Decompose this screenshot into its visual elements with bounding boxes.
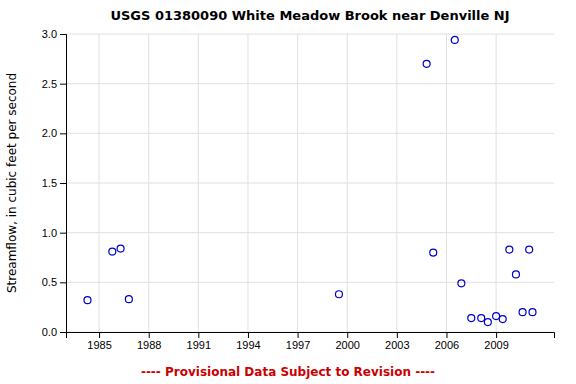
point (423, 60, 430, 67)
y-tick: 3.0 (42, 28, 66, 40)
x-tick: 1985 (87, 332, 111, 351)
y-tick-label: 3.0 (42, 28, 57, 40)
point (335, 291, 342, 298)
point (512, 271, 519, 278)
point (526, 246, 533, 253)
footnote: ---- Provisional Data Subject to Revisio… (141, 365, 435, 379)
y-tick: 1.0 (42, 227, 66, 239)
point (478, 315, 485, 322)
x-tick-mark (347, 332, 348, 338)
x-tick-label: 2000 (335, 339, 359, 351)
grid (66, 34, 554, 332)
point (109, 248, 116, 255)
point (493, 313, 500, 320)
x-axis: 1985 1988 1991 1994 1997 2000 2003 2006 2009 (67, 332, 555, 351)
y-tick-mark (60, 34, 66, 35)
point (451, 36, 458, 43)
x-tick-label: 1988 (137, 339, 161, 351)
y-axis-line (60, 35, 67, 333)
grid-line-y (66, 34, 554, 35)
x-tick-label: 1997 (286, 339, 310, 351)
y-tick: 0.5 (42, 276, 66, 288)
x-tick: 2006 (435, 332, 459, 351)
y-tick-mark (60, 84, 66, 85)
chart: 1985198819911994199720002003200620090.00… (0, 0, 576, 384)
x-tick-mark (248, 332, 249, 338)
x-tick-mark (198, 332, 199, 338)
grid-line-y (66, 183, 554, 184)
points (84, 36, 536, 325)
y-tick-label: 1.5 (42, 177, 57, 189)
y-tick: 2.5 (42, 78, 66, 90)
point (84, 297, 91, 304)
x-tick: 1997 (286, 332, 310, 351)
grid-line-y (66, 83, 554, 84)
x-tick-label: 1985 (87, 339, 111, 351)
y-tick-mark (60, 233, 66, 234)
y-tick: 1.5 (42, 177, 66, 189)
x-tick: 2003 (385, 332, 409, 351)
point (125, 296, 132, 303)
grid-line-y (66, 232, 554, 233)
x-tick: 1991 (187, 332, 211, 351)
x-tick-mark (298, 332, 299, 338)
grid-line-y (66, 133, 554, 134)
y-tick-mark (60, 133, 66, 134)
point (484, 319, 491, 326)
x-tick-label: 2009 (484, 339, 508, 351)
y-tick-label: 2.5 (42, 78, 57, 90)
point (117, 245, 124, 252)
y-tick-mark (60, 282, 66, 283)
y-tick: 2.0 (42, 127, 66, 139)
y-axis-title: Streamflow, in cubic feet per second (5, 73, 19, 293)
x-tick: 1994 (236, 332, 260, 351)
title: USGS 01380090 White Meadow Brook near De… (110, 8, 509, 23)
x-tick-mark (99, 332, 100, 338)
x-tick: 2000 (335, 332, 359, 351)
x-tick-label: 2003 (385, 339, 409, 351)
y-axis: 0.0 0.5 1.0 1.5 2.0 2.5 3.0 (42, 28, 67, 338)
x-tick-label: 1991 (187, 339, 211, 351)
x-tick-mark (397, 332, 398, 338)
y-tick-label: 0.5 (42, 276, 57, 288)
point (506, 246, 513, 253)
y-tick-label: 1.0 (42, 227, 57, 239)
x-tick: 2009 (484, 332, 508, 351)
y-tick: 0.0 (42, 326, 66, 338)
x-tick-label: 1994 (236, 339, 260, 351)
x-tick: 1988 (137, 332, 161, 351)
point (458, 280, 465, 287)
grid-line-y (66, 282, 554, 283)
x-axis-line (67, 333, 555, 339)
x-tick-mark (496, 332, 497, 338)
x-tick-label: 2006 (435, 339, 459, 351)
y-tick-mark (60, 183, 66, 184)
y-tick-label: 2.0 (42, 127, 57, 139)
point (519, 309, 526, 316)
point (499, 316, 506, 323)
point (468, 315, 475, 322)
y-tick-label: 0.0 (42, 326, 57, 338)
point (430, 249, 437, 256)
point (529, 309, 536, 316)
y-tick-mark (60, 332, 66, 333)
plot: 1985198819911994199720002003200620090.00… (42, 28, 555, 351)
x-tick-mark (149, 332, 150, 338)
x-tick-mark (446, 332, 447, 338)
